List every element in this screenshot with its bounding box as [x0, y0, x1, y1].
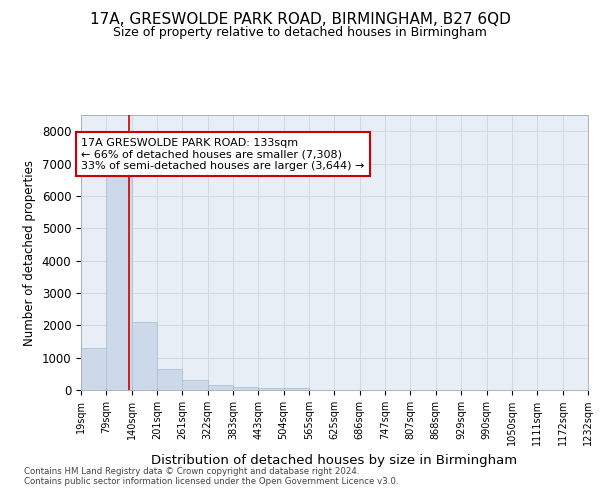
Y-axis label: Number of detached properties: Number of detached properties	[23, 160, 36, 346]
Text: 17A GRESWOLDE PARK ROAD: 133sqm
← 66% of detached houses are smaller (7,308)
33%: 17A GRESWOLDE PARK ROAD: 133sqm ← 66% of…	[82, 138, 365, 171]
Bar	[81, 348, 106, 390]
Bar	[131, 322, 157, 390]
Text: Contains HM Land Registry data © Crown copyright and database right 2024.: Contains HM Land Registry data © Crown c…	[24, 467, 359, 476]
Bar	[208, 385, 233, 390]
Text: Contains public sector information licensed under the Open Government Licence v3: Contains public sector information licen…	[24, 477, 398, 486]
Bar	[157, 369, 182, 390]
X-axis label: Distribution of detached houses by size in Birmingham: Distribution of detached houses by size …	[151, 454, 518, 466]
Text: 17A, GRESWOLDE PARK ROAD, BIRMINGHAM, B27 6QD: 17A, GRESWOLDE PARK ROAD, BIRMINGHAM, B2…	[89, 12, 511, 28]
Bar	[106, 176, 131, 390]
Bar	[258, 388, 284, 390]
Bar	[233, 387, 259, 390]
Text: Size of property relative to detached houses in Birmingham: Size of property relative to detached ho…	[113, 26, 487, 39]
Bar	[284, 388, 309, 390]
Bar	[182, 380, 208, 390]
